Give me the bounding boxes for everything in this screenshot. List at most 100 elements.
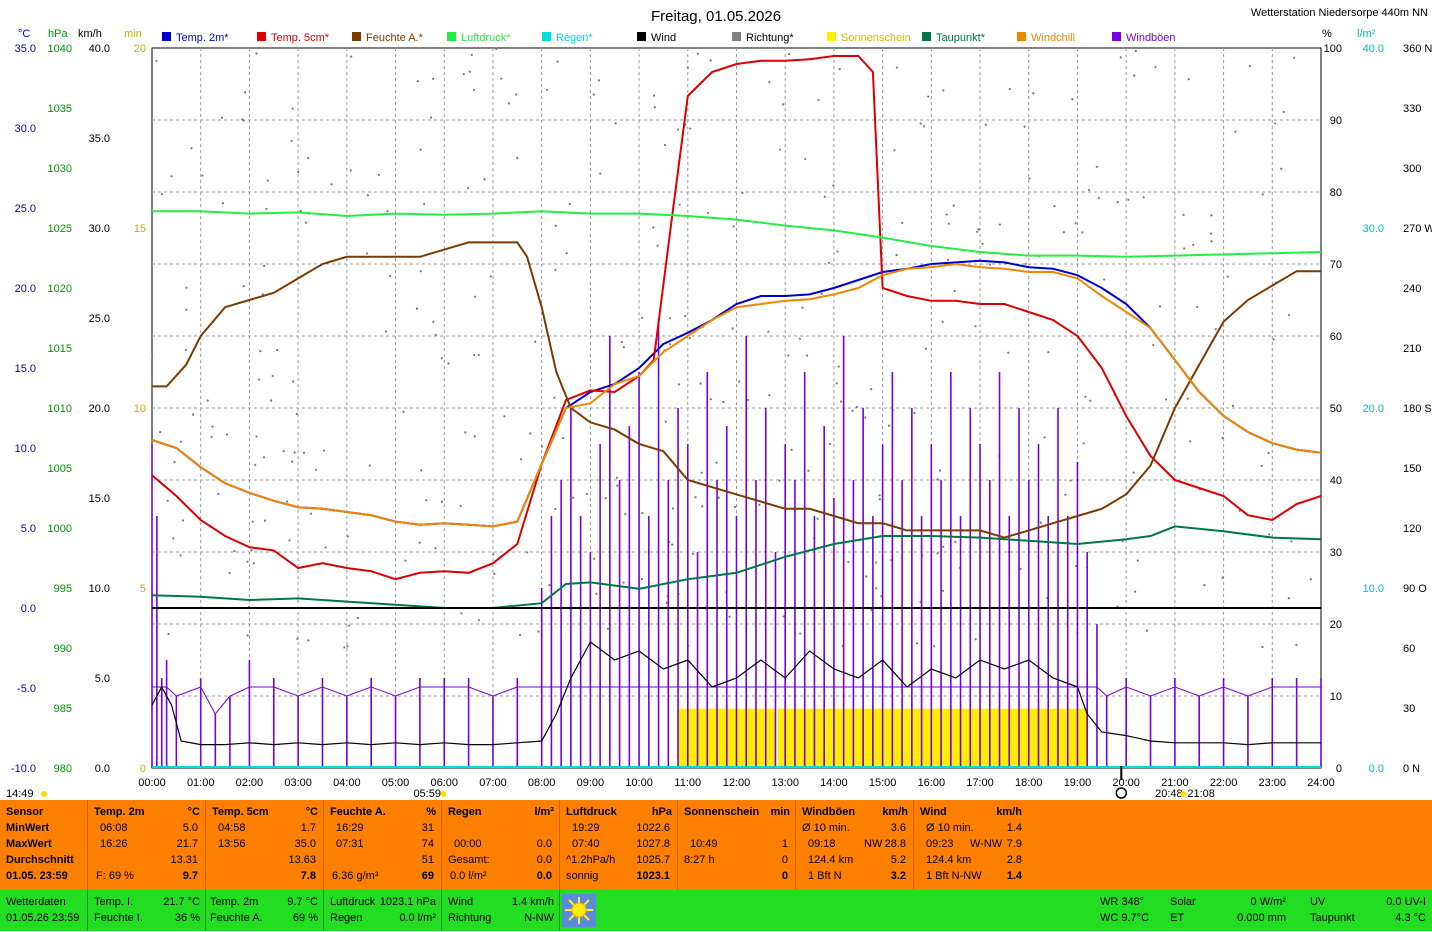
direction-point [1084,395,1087,398]
direction-point [211,425,214,428]
direction-point [1087,188,1091,192]
stats-panel: Sensor MinWert MaxWert Durchschnitt 01.0… [0,800,1432,890]
station-name: Wetterstation Niedersorpe 440m NN [1251,7,1428,19]
direction-point [1248,64,1251,68]
direction-point [276,349,279,352]
unit-degc: °C [18,28,30,40]
direction-point [954,540,957,543]
tick-humidity_pct-3: 70 [1330,259,1342,271]
luftdruck-unit: hPa [651,806,672,818]
direction-point [1221,436,1224,440]
sonne-current: 0 [781,870,788,882]
luftdruck-max: 1027.8 [636,838,670,850]
tick-sun_min-2: 10 [134,403,146,415]
direction-point [820,292,823,295]
direction-point [828,442,831,446]
direction-point [597,79,601,82]
direction-point [731,327,734,330]
direction-point [624,512,627,516]
direction-point [520,458,523,461]
direction-point [324,546,327,549]
direction-point [377,173,381,176]
bar-feuchtea-label: Feuchte A. [210,912,263,924]
windboeen-current: 3.2 [890,870,906,882]
legend-swatch-10 [1112,32,1121,41]
direction-point [429,116,433,119]
tick-wind_kmh-3: 25.0 [89,313,110,325]
direction-point [252,561,255,565]
tick-temp_c-1: 30.0 [15,123,36,135]
direction-point [895,253,898,257]
direction-point [568,202,571,206]
tick-sun_min-3: 5 [140,583,146,595]
direction-point [1133,590,1137,593]
direction-point [434,333,437,336]
direction-point [184,348,187,351]
direction-point [952,204,955,207]
direction-point [832,184,835,187]
tick-direction-4: 240 [1403,283,1421,295]
direction-point [515,93,518,96]
tick-rain_lm2-4: 0.0 [1369,763,1384,775]
sonne-time: 10:49 [690,838,718,850]
direction-point [801,306,804,309]
series-line-2 [152,241,1321,539]
series-line-4 [151,525,1322,609]
tick-x-15: 15:00 [869,777,897,789]
direction-point [540,445,544,448]
temp5cm-min-time: 04:58 [218,822,246,834]
direction-point [305,221,308,224]
direction-point [799,632,802,635]
direction-point [758,503,761,506]
direction-point [261,293,264,296]
direction-point [669,343,672,346]
direction-point [806,354,809,357]
legend-label-10: Windböen [1126,32,1176,44]
direction-point [1267,451,1270,455]
direction-point [733,505,736,509]
current-data-bar: Wetterdaten 01.05.26 23:59 Temp. I. 21.7… [0,890,1432,931]
direction-point [817,98,820,101]
tick-humidity_pct-5: 50 [1330,403,1342,415]
direction-point [220,116,224,119]
direction-point [210,435,213,439]
tick-x-19: 19:00 [1064,777,1092,789]
luftdruck-avg: 1025.7 [636,854,670,866]
tick-pressure_hpa-2: 1030 [48,163,72,175]
direction-point [1097,196,1100,199]
direction-point [554,224,557,227]
direction-point [495,47,498,50]
bar-luft-label: Luftdruck [330,896,376,908]
direction-point [419,148,422,151]
direction-point [767,330,770,333]
temp2m-current: 9.7 [182,870,198,882]
direction-point [686,66,689,69]
direction-point [1047,351,1050,354]
tick-direction-12: 0 N [1403,763,1420,775]
moonrise-dot [41,791,47,797]
tick-direction-2: 300 [1403,163,1421,175]
tick-temp_c-7: 0.0 [21,603,36,615]
windboeen-val3: 5.2 [890,854,906,866]
direction-point [415,307,419,310]
feuchte-avg: 51 [421,854,434,866]
windboeen-avg-label: Ø 10 min. [802,822,850,834]
unit-lm2: l/m² [1357,28,1376,40]
direction-point [288,539,291,542]
direction-point [878,494,881,497]
direction-point [265,207,268,211]
feuchte-max: 74 [421,838,434,850]
direction-point [291,460,294,463]
direction-point [251,520,254,523]
tick-x-2: 02:00 [236,777,264,789]
bar-tempi-label: Temp. I. [94,896,134,908]
direction-point [1287,597,1290,600]
feuchte-header: Feuchte A. [330,806,386,818]
direction-point [1187,78,1190,81]
direction-point [420,469,423,472]
direction-point [473,295,477,298]
direction-point [804,157,807,161]
direction-point [1039,521,1042,524]
direction-point [493,572,496,575]
sonne-unit: min [770,806,790,818]
